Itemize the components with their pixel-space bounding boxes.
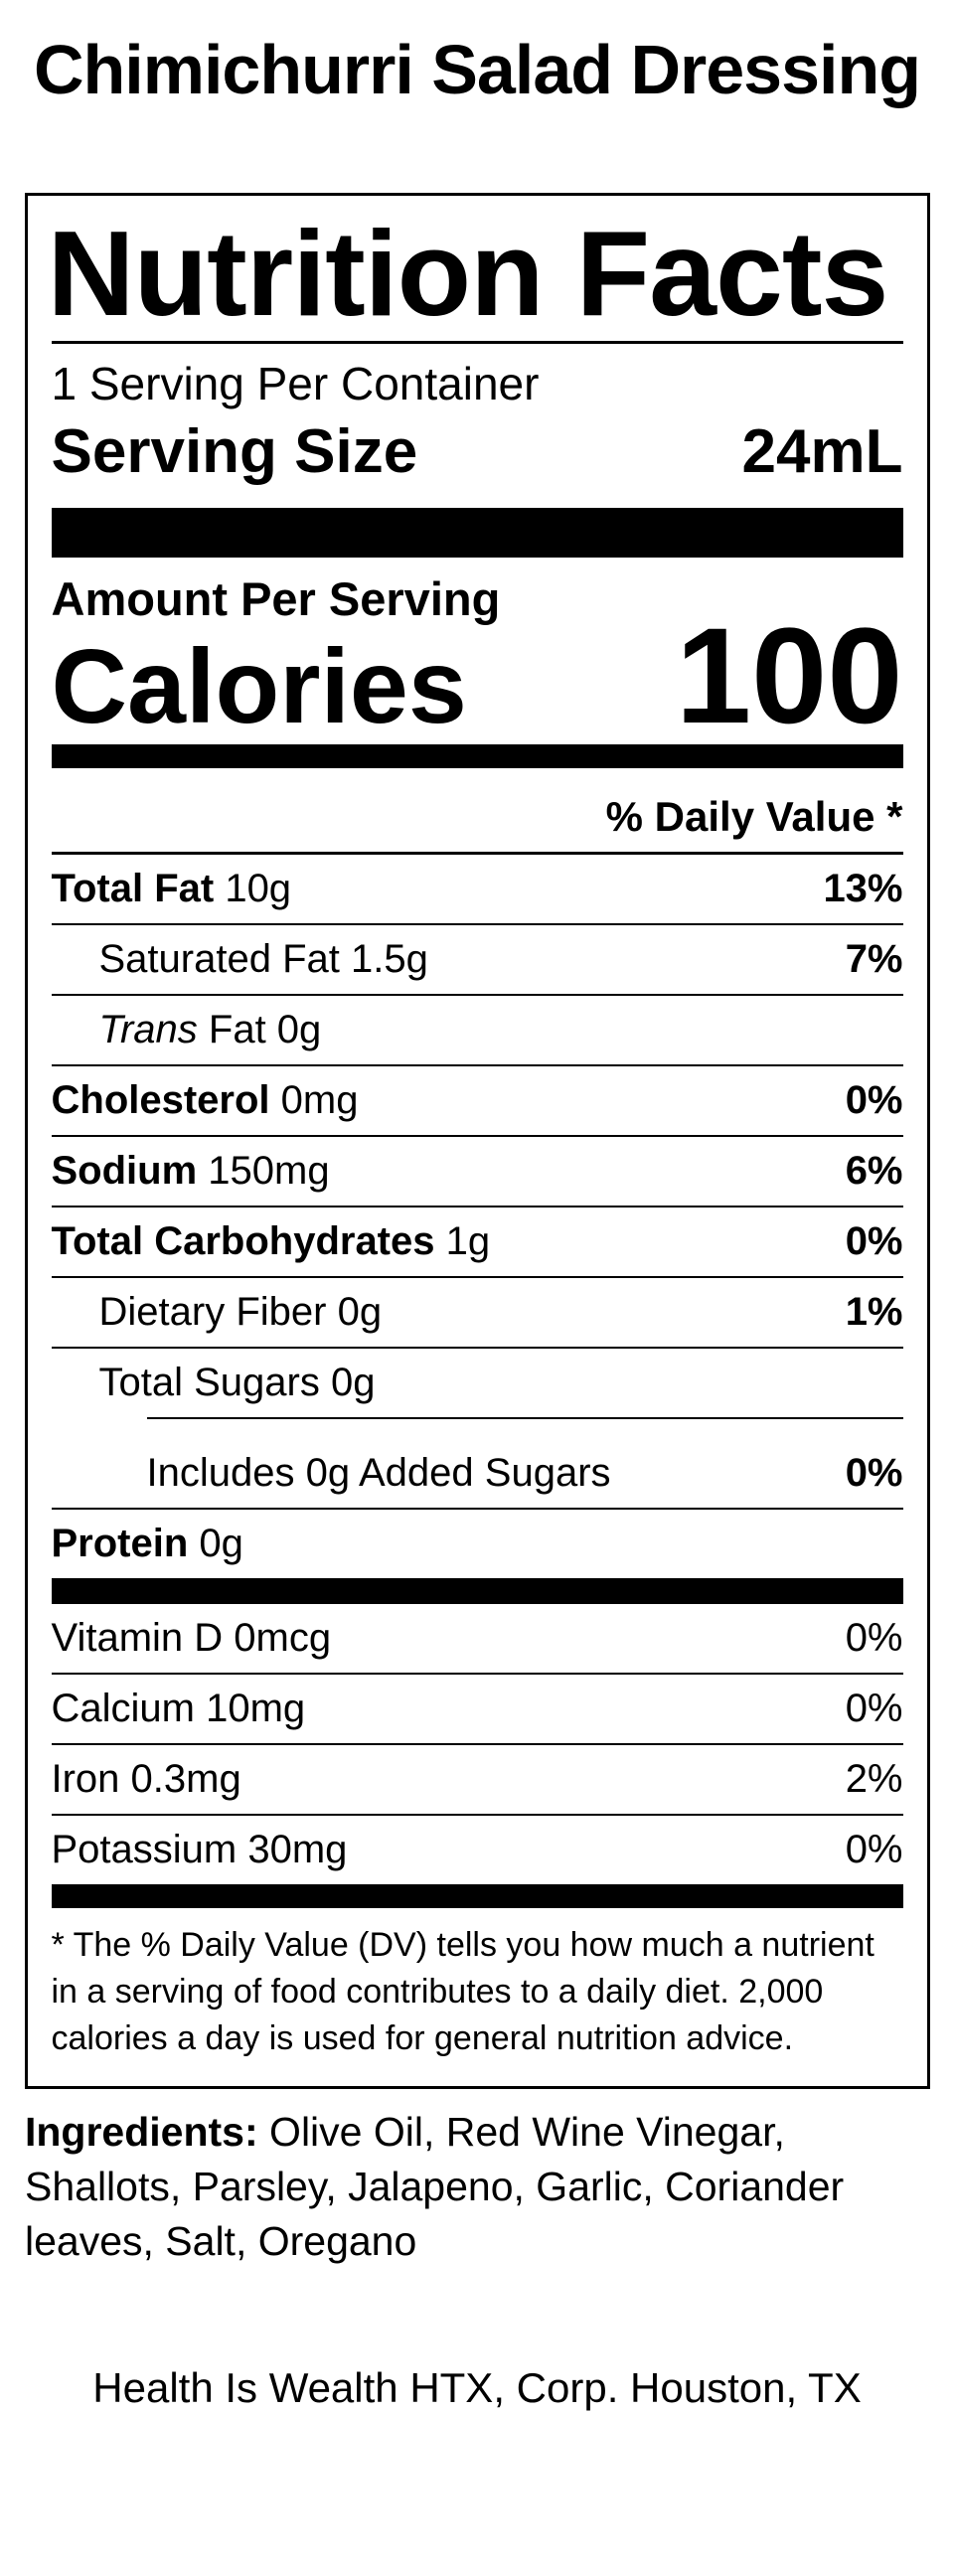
nutrient-row: Includes 0g Added Sugars 0% [51,1419,903,1511]
nutrient-name: Total Sugars 0g [98,1361,376,1405]
daily-value: 0% [845,1616,903,1661]
nutrient-row: Cholesterol 0mg 0% [51,1066,903,1138]
daily-value: 13% [823,867,903,911]
nutrient-name: Sodium 150mg [51,1149,330,1194]
nutrient-name: Dietary Fiber 0g [98,1290,383,1335]
divider-bar-top [51,508,903,559]
vitamin-row: Calcium 10mg 0% [51,1675,903,1746]
vitamin-rows: Vitamin D 0mcg 0% Calcium 10mg 0% Iron 0.3mg… [51,1604,903,1884]
nutrient-name: Saturated Fat 1.5g [98,937,428,982]
serving-size-row: Serving Size 24mL [52,410,903,508]
nutrient-row: Total Fat 10g 13% [51,855,903,926]
product-title: Chimichurri Salad Dressing [33,31,921,108]
daily-value: 6% [845,1149,903,1194]
calories-label: Calories [51,628,467,746]
daily-value: 0% [845,1828,903,1872]
daily-value-header: % Daily Value * [51,780,903,856]
daily-value: 1% [845,1290,903,1335]
nutrient-row: Dietary Fiber 0g 1% [51,1278,903,1350]
vitamin-row: Vitamin D 0mcg 0% [51,1604,903,1676]
daily-value: 2% [845,1757,903,1802]
heading-rule [51,341,903,345]
nutrient-row: Saturated Fat 1.5g 7% [51,925,903,997]
amount-per-serving-label: Amount Per Serving [51,572,501,626]
divider-bar-protein [51,1578,903,1605]
nutrient-row: Trans Fat 0g [51,996,903,1067]
nutrient-name: Trans Fat 0g [98,1008,322,1052]
nutrient-name: Cholesterol 0mg [51,1078,359,1123]
daily-value: 0% [845,1687,903,1731]
calories-value: 100 [675,600,903,753]
nutrient-name: Vitamin D 0mcg [51,1616,332,1661]
nutrient-name: Calcium 10mg [51,1687,306,1731]
daily-value-footnote: * The % Daily Value (DV) tells you how m… [51,1926,874,2058]
daily-value: 0% [845,1078,903,1123]
ingredients-label: Ingredients: [25,2109,258,2156]
nutrient-rows: Total Fat 10g 13% Saturated Fat 1.5g 7% Tran… [51,855,903,1578]
nutrient-name: Includes 0g Added Sugars [146,1451,611,1496]
daily-value: 7% [845,937,903,982]
daily-value: 0% [845,1219,903,1264]
nutrient-row: Sodium 150mg 6% [51,1137,903,1208]
daily-value: 0% [845,1451,903,1496]
indented-rule [146,1417,903,1420]
company-line: Health Is Wealth HTX, Corp. Houston, TX [92,2364,862,2412]
serving-size-label: Serving Size [51,417,418,487]
nutrient-name: Potassium 30mg [51,1828,348,1872]
ingredients-list: Olive Oil, Red Wine Vinegar, Shallots, P… [25,2109,845,2265]
servings-per-container: 1 Serving Per Container [51,358,540,410]
nutrient-row: Protein 0g [52,1510,903,1578]
nutrition-facts-panel: Nutrition Facts 1 Serving Per Container … [24,192,930,2090]
divider-bar-vitamins [51,1884,903,1909]
nutrient-row: Total Sugars 0g [52,1349,903,1417]
nutrient-name: Iron 0.3mg [51,1757,241,1802]
calories-row: Calories 100 [52,608,903,744]
nutrient-name: Total Fat 10g [51,867,292,911]
nutrient-row: Total Carbohydrates 1g 0% [51,1208,903,1279]
nutrient-name: Total Carbohydrates 1g [51,1219,491,1264]
ingredients-paragraph: Ingredients: Olive Oil, Red Wine Vinegar… [25,2105,929,2269]
divider-bar-calories [51,744,903,769]
nutrient-name: Protein 0g [51,1522,243,1566]
vitamin-row: Iron 0.3mg 2% [51,1745,903,1817]
vitamin-row: Potassium 30mg 0% [52,1816,903,1884]
serving-size-value: 24mL [741,417,903,487]
nutrition-facts-heading: Nutrition Facts [47,205,889,341]
